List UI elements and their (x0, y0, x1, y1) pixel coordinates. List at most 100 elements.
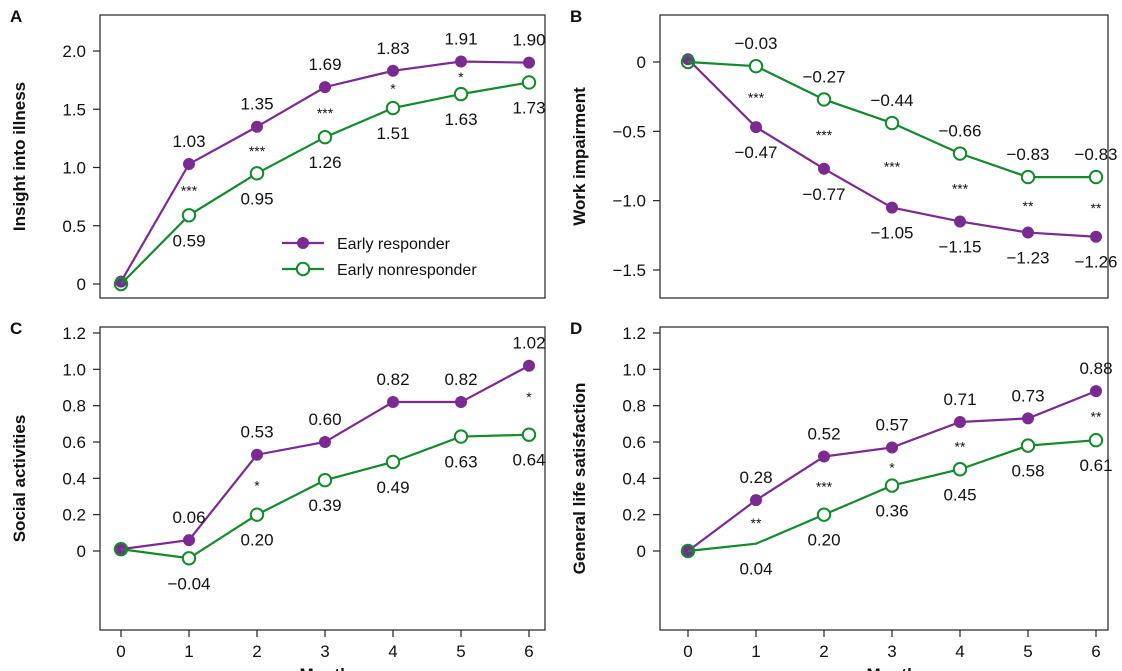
data-label: 0.57 (875, 415, 908, 434)
data-label: 0.61 (1079, 456, 1112, 475)
data-label: 0.52 (807, 425, 840, 444)
y-tick-label: 0.6 (62, 433, 86, 452)
data-label: 0.20 (240, 531, 273, 550)
panel-letter: B (570, 7, 582, 26)
y-tick-label: 0 (637, 542, 646, 561)
y-tick-label: 0.8 (622, 397, 646, 416)
point-responder (319, 81, 331, 94)
point-nonresponder (453, 86, 469, 102)
significance-mark: ** (955, 439, 966, 455)
x-tick-label: 1 (751, 642, 760, 661)
y-tick-label: 0.2 (622, 506, 646, 525)
significance-mark: *** (181, 183, 198, 199)
panel-d: D 0 0.2 0.4 0.6 0.8 1.0 1.2 General life satisfa… (570, 319, 1113, 671)
y-tick-label: 2.0 (62, 42, 86, 61)
point-responder (523, 359, 535, 372)
data-label: −1.26 (1074, 253, 1117, 272)
point-nonresponder (521, 427, 537, 442)
data-label: −1.23 (1006, 249, 1049, 268)
point-nonresponder (113, 541, 129, 557)
point-responder (750, 121, 762, 134)
point-nonresponder (317, 472, 333, 488)
x-tick-label: 5 (1023, 642, 1032, 661)
panel-letter: C (10, 319, 22, 338)
point-responder (455, 55, 467, 68)
x-axis-label: Month (867, 665, 918, 671)
y-tick-label: −1.5 (612, 261, 646, 280)
data-label: −0.66 (938, 122, 981, 141)
x-tick-label: 4 (388, 642, 397, 661)
x-tick-label: 6 (524, 642, 533, 661)
data-label: 0.49 (376, 478, 409, 497)
x-tick-label: 0 (683, 642, 692, 661)
significance-mark: * (889, 460, 895, 476)
data-label: 0.63 (444, 453, 477, 472)
legend-marker-nonresponder (295, 261, 311, 277)
point-nonresponder (317, 130, 333, 145)
point-responder (387, 64, 399, 77)
point-responder (1022, 412, 1034, 425)
data-label: 0.88 (1079, 359, 1112, 378)
significance-mark: *** (816, 479, 833, 495)
significance-mark: *** (884, 158, 901, 174)
point-responder (523, 56, 535, 69)
significance-mark: ** (751, 515, 762, 531)
point-nonresponder (385, 454, 401, 470)
point-responder (387, 396, 399, 409)
data-label: 0.53 (240, 423, 273, 442)
data-label: 0.60 (308, 410, 341, 429)
data-label: 0.71 (943, 390, 976, 409)
y-axis-label: Social activities (10, 415, 29, 543)
data-label: 1.26 (308, 153, 341, 172)
y-axis-label: Work impairment (570, 87, 589, 226)
data-label: 0.28 (739, 468, 772, 487)
point-nonresponder (884, 478, 900, 493)
y-tick-label: −1.0 (612, 192, 646, 211)
point-responder (1090, 385, 1102, 398)
data-label: −0.04 (167, 574, 210, 593)
data-label: −0.47 (734, 143, 777, 162)
x-tick-label: 1 (184, 642, 193, 661)
point-responder (886, 441, 898, 454)
data-label: 1.35 (240, 95, 273, 114)
significance-mark: *** (249, 143, 266, 159)
data-label: −0.03 (734, 34, 777, 53)
data-label: 0.58 (1011, 462, 1044, 481)
point-nonresponder (680, 543, 696, 559)
x-tick-label: 4 (955, 642, 964, 661)
y-tick-label: 1.2 (62, 324, 86, 343)
data-label: −0.83 (1074, 145, 1117, 164)
significance-mark: *** (748, 90, 765, 106)
panel-letter: A (10, 7, 22, 26)
point-responder (886, 201, 898, 214)
point-nonresponder (521, 75, 537, 90)
significance-mark: * (254, 478, 260, 494)
data-label: 1.51 (376, 124, 409, 143)
y-tick-label: 0.6 (622, 433, 646, 452)
data-label: 0.06 (172, 508, 205, 527)
point-nonresponder (181, 551, 197, 566)
point-responder (818, 162, 830, 175)
data-label: 1.63 (444, 110, 477, 129)
x-tick-label: 0 (116, 642, 125, 661)
data-label: 1.02 (512, 334, 545, 353)
data-label: 0.20 (807, 531, 840, 550)
point-nonresponder (181, 208, 197, 223)
y-tick-label: 0.4 (62, 469, 86, 488)
y-tick-label: 0 (77, 542, 86, 561)
data-label: 0.82 (376, 370, 409, 389)
data-label: 1.03 (172, 132, 205, 151)
data-label: 1.69 (308, 55, 341, 74)
data-label: −0.83 (1006, 145, 1049, 164)
point-nonresponder (816, 92, 832, 107)
point-nonresponder (1020, 169, 1036, 185)
data-label: −0.44 (870, 91, 913, 110)
data-label: 0.82 (444, 370, 477, 389)
point-responder (1090, 230, 1102, 243)
legend-label-nonresponder: Early nonresponder (337, 262, 477, 279)
data-label: 0.39 (308, 496, 341, 515)
y-tick-label: 1.0 (622, 360, 646, 379)
point-nonresponder (453, 429, 469, 444)
significance-mark: *** (816, 127, 833, 143)
point-responder (319, 436, 331, 448)
